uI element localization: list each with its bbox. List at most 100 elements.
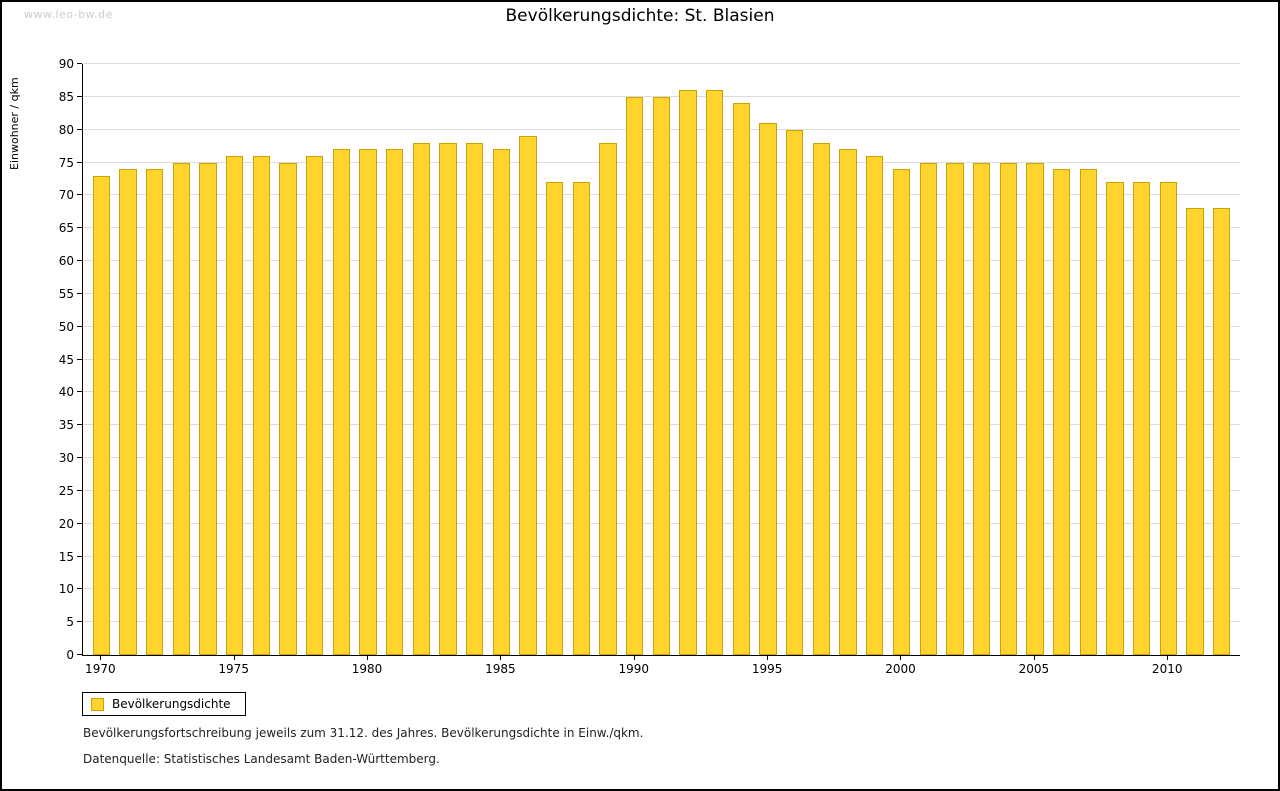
plot-area (82, 63, 1240, 656)
y-tick-label: 25 (58, 483, 74, 498)
bar-slot (328, 64, 355, 655)
x-label-slot: 2010 (1151, 656, 1183, 678)
x-label-slot (1101, 656, 1128, 678)
bar-slot (968, 64, 995, 655)
y-tick-mark (77, 63, 82, 64)
x-label-slot (860, 656, 887, 678)
bar-slot (408, 64, 435, 655)
y-tick-mark (77, 128, 82, 130)
bar (919, 162, 937, 655)
bar (839, 149, 857, 655)
y-tick-mark (77, 95, 82, 97)
watermark: www.leo-bw.de (24, 8, 113, 21)
bar (652, 96, 671, 655)
x-tick-label: 2005 (1018, 662, 1050, 676)
x-label-slot: 2005 (1018, 656, 1050, 678)
x-tick-label: 2000 (885, 662, 916, 676)
x-tick-label: 1980 (351, 662, 383, 676)
bar-slot (248, 64, 275, 655)
bar (492, 149, 511, 655)
y-tick-mark (77, 654, 82, 655)
x-tick-label: 1995 (751, 662, 783, 676)
x-tick-label: 1985 (485, 662, 516, 676)
bar (999, 162, 1017, 655)
x-label-slot (1074, 656, 1101, 678)
bar (92, 175, 110, 655)
bar-slot (648, 64, 675, 655)
bar-slot (568, 64, 595, 655)
bar (972, 162, 991, 655)
x-label-slot (567, 656, 594, 678)
x-label-slot (300, 656, 327, 678)
bar (439, 142, 457, 655)
x-tick-mark (367, 656, 369, 660)
legend-swatch-icon (91, 697, 104, 711)
bar (1079, 169, 1097, 655)
bar (679, 90, 697, 655)
y-tick-mark (77, 292, 82, 294)
x-label-slot (914, 656, 941, 678)
bar-slot (728, 64, 755, 655)
x-label-slot (247, 656, 274, 678)
x-label-slot (514, 656, 541, 678)
x-label-slot: 1990 (618, 656, 649, 678)
bar-slot (541, 64, 568, 655)
x-label-slot: 1975 (218, 656, 249, 678)
bar (412, 142, 431, 655)
y-tick-mark (77, 260, 82, 261)
x-label-slot (647, 656, 674, 678)
bar-slot (115, 64, 142, 655)
x-label-slot (834, 656, 861, 678)
x-label-slot (194, 656, 221, 678)
legend-label: Bevölkerungsdichte (112, 697, 231, 711)
x-tick-mark (500, 656, 502, 660)
bar-slot (1155, 64, 1182, 655)
y-tick-label: 35 (58, 418, 74, 433)
bar-slot (995, 64, 1022, 655)
x-label-slot (140, 656, 167, 678)
y-tick-label: 30 (58, 451, 74, 465)
x-tick-label: 2010 (1151, 662, 1183, 676)
bar-slot (595, 64, 622, 655)
bar-slot (1022, 64, 1049, 655)
x-label-slot (807, 656, 834, 678)
bar-slot (488, 64, 515, 655)
y-axis-tick-marks (77, 63, 82, 655)
bar (1186, 208, 1204, 655)
x-label-slot: 1970 (85, 656, 116, 678)
bar (892, 169, 911, 655)
x-tick-mark (900, 656, 902, 660)
x-tick-mark (633, 656, 635, 660)
bar-slot (861, 64, 888, 655)
bar (119, 169, 137, 655)
bar (626, 96, 644, 655)
bar-slot (515, 64, 542, 655)
bar-slot (1128, 64, 1155, 655)
y-tick-mark (77, 424, 82, 426)
chart-title: Bevölkerungsdichte: St. Blasien (505, 6, 775, 26)
y-axis-tick-labels: 0 5 10 15 20 25 30 35 40 45 50 55 60 65 70 75 80 85 90 (2, 57, 74, 662)
bar (599, 142, 617, 655)
y-tick-mark (77, 161, 82, 163)
bar (1106, 182, 1124, 655)
bar-slot (621, 64, 648, 655)
x-label-slot (941, 656, 968, 678)
bar-slot (781, 64, 808, 655)
x-label-slot (727, 656, 754, 678)
gridline (83, 63, 1240, 64)
y-tick-label: 60 (58, 254, 74, 268)
y-tick-label: 45 (58, 352, 74, 367)
bar (786, 129, 804, 655)
bar-slot (942, 64, 969, 655)
bar-slot (461, 64, 488, 655)
bar (1132, 182, 1151, 655)
x-tick-mark (1167, 656, 1169, 660)
x-label-slot (1207, 656, 1234, 678)
y-tick-mark (77, 621, 82, 623)
bar (946, 162, 964, 655)
x-label-slot (594, 656, 621, 678)
bar-slot (195, 64, 222, 655)
x-label-slot (1047, 656, 1074, 678)
footnote-source-note: Bevölkerungsfortschreibung jeweils zum 3… (83, 726, 644, 740)
